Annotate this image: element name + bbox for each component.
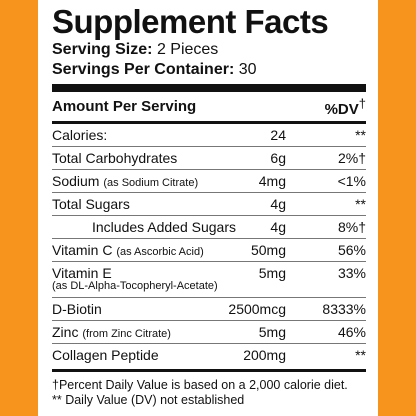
footnote-not-established: ** Daily Value (DV) not established bbox=[52, 393, 245, 407]
nutrient-dv: 56% bbox=[337, 242, 366, 258]
nutrient-row-calories: Calories: 24 ** bbox=[52, 124, 366, 147]
nutrient-dv: 8333% bbox=[322, 301, 366, 317]
serving-size-label: Serving Size: bbox=[52, 41, 153, 58]
nutrient-row-zinc: Zinc (from Zinc Citrate) 5mg 46% bbox=[52, 321, 366, 344]
nutrient-source-note: (as DL-Alpha-Tocopheryl-Acetate) bbox=[52, 280, 218, 292]
nutrient-row-total-sugars: Total Sugars 4g ** bbox=[52, 193, 366, 216]
nutrient-amount: 50mg bbox=[250, 242, 286, 258]
dv-header: %DV† bbox=[324, 95, 366, 118]
nutrient-source-note: (from Zinc Citrate) bbox=[82, 328, 171, 340]
nutrient-dv: 2%† bbox=[337, 150, 366, 166]
nutrient-source-note: (as Sodium Citrate) bbox=[103, 177, 199, 189]
nutrient-name: D-Biotin bbox=[52, 301, 102, 317]
nutrient-dv: <1% bbox=[337, 173, 366, 189]
nutrient-source-note: (as Ascorbic Acid) bbox=[116, 246, 204, 258]
nutrient-dv: 8%† bbox=[337, 219, 366, 235]
nutrient-row-d-biotin: D-Biotin 2500mcg 8333% bbox=[52, 298, 366, 321]
nutrient-dv: 46% bbox=[337, 324, 366, 340]
nutrient-row-vitamin-c: Vitamin C (as Ascorbic Acid) 50mg 56% bbox=[52, 239, 366, 262]
footnotes: †Percent Daily Value is based on a 2,000… bbox=[52, 369, 366, 408]
nutrient-name: Total Carbohydrates bbox=[52, 150, 178, 166]
supplement-facts-panel: Supplement Facts Serving Size: 2 Pieces … bbox=[38, 0, 378, 416]
nutrient-row-vitamin-e: Vitamin E (as DL-Alpha-Tocopheryl-Acetat… bbox=[52, 262, 366, 298]
nutrient-dv: 33% bbox=[337, 265, 366, 281]
servings-label: Servings Per Container: bbox=[52, 61, 235, 78]
nutrient-name: Calories: bbox=[52, 127, 108, 143]
nutrient-name-wrap: Zinc (from Zinc Citrate) bbox=[52, 324, 171, 340]
nutrient-amount: 4mg bbox=[258, 173, 286, 189]
footnote-daily-value: †Percent Daily Value is based on a 2,000… bbox=[52, 378, 348, 392]
medium-divider bbox=[52, 121, 366, 124]
nutrient-row-added-sugars: Includes Added Sugars 4g 8%† bbox=[52, 216, 366, 239]
serving-size: Serving Size: 2 Pieces bbox=[52, 40, 366, 60]
nutrient-name-wrap: Vitamin C (as Ascorbic Acid) bbox=[52, 242, 204, 258]
nutrient-row-total-carbohydrates: Total Carbohydrates 6g 2%† bbox=[52, 147, 366, 170]
panel-title: Supplement Facts bbox=[52, 3, 329, 40]
nutrient-row-collagen-peptide: Collagen Peptide 200mg ** bbox=[52, 344, 366, 367]
nutrient-amount: 5mg bbox=[258, 324, 286, 340]
nutrient-amount: 4g bbox=[270, 219, 286, 235]
nutrient-amount: 5mg bbox=[258, 265, 286, 281]
servings-per-container: Servings Per Container: 30 bbox=[52, 60, 366, 80]
nutrient-row-sodium: Sodium (as Sodium Citrate) 4mg <1% bbox=[52, 170, 366, 193]
nutrient-name: Total Sugars bbox=[52, 196, 130, 212]
nutrient-dv: ** bbox=[355, 127, 366, 143]
nutrient-name-wrap: Sodium (as Sodium Citrate) bbox=[52, 173, 199, 189]
serving-size-value: 2 Pieces bbox=[156, 41, 219, 58]
nutrient-name: Vitamin E bbox=[52, 265, 112, 281]
nutrient-dv: ** bbox=[355, 196, 366, 212]
nutrient-amount: 24 bbox=[270, 127, 286, 143]
servings-value: 30 bbox=[238, 61, 257, 78]
nutrient-dv: ** bbox=[355, 347, 366, 363]
dagger-mark: † bbox=[358, 95, 366, 111]
nutrient-name: Includes Added Sugars bbox=[92, 219, 236, 235]
nutrient-name: Collagen Peptide bbox=[52, 347, 159, 363]
thick-divider bbox=[52, 84, 366, 92]
nutrient-amount: 200mg bbox=[243, 347, 286, 363]
nutrient-amount: 2500mcg bbox=[228, 301, 286, 317]
nutrient-amount: 4g bbox=[270, 196, 286, 212]
nutrient-amount: 6g bbox=[270, 150, 286, 166]
amount-header: Amount Per Serving bbox=[52, 98, 197, 115]
amount-header-row: Amount Per Serving %DV† bbox=[52, 92, 366, 121]
